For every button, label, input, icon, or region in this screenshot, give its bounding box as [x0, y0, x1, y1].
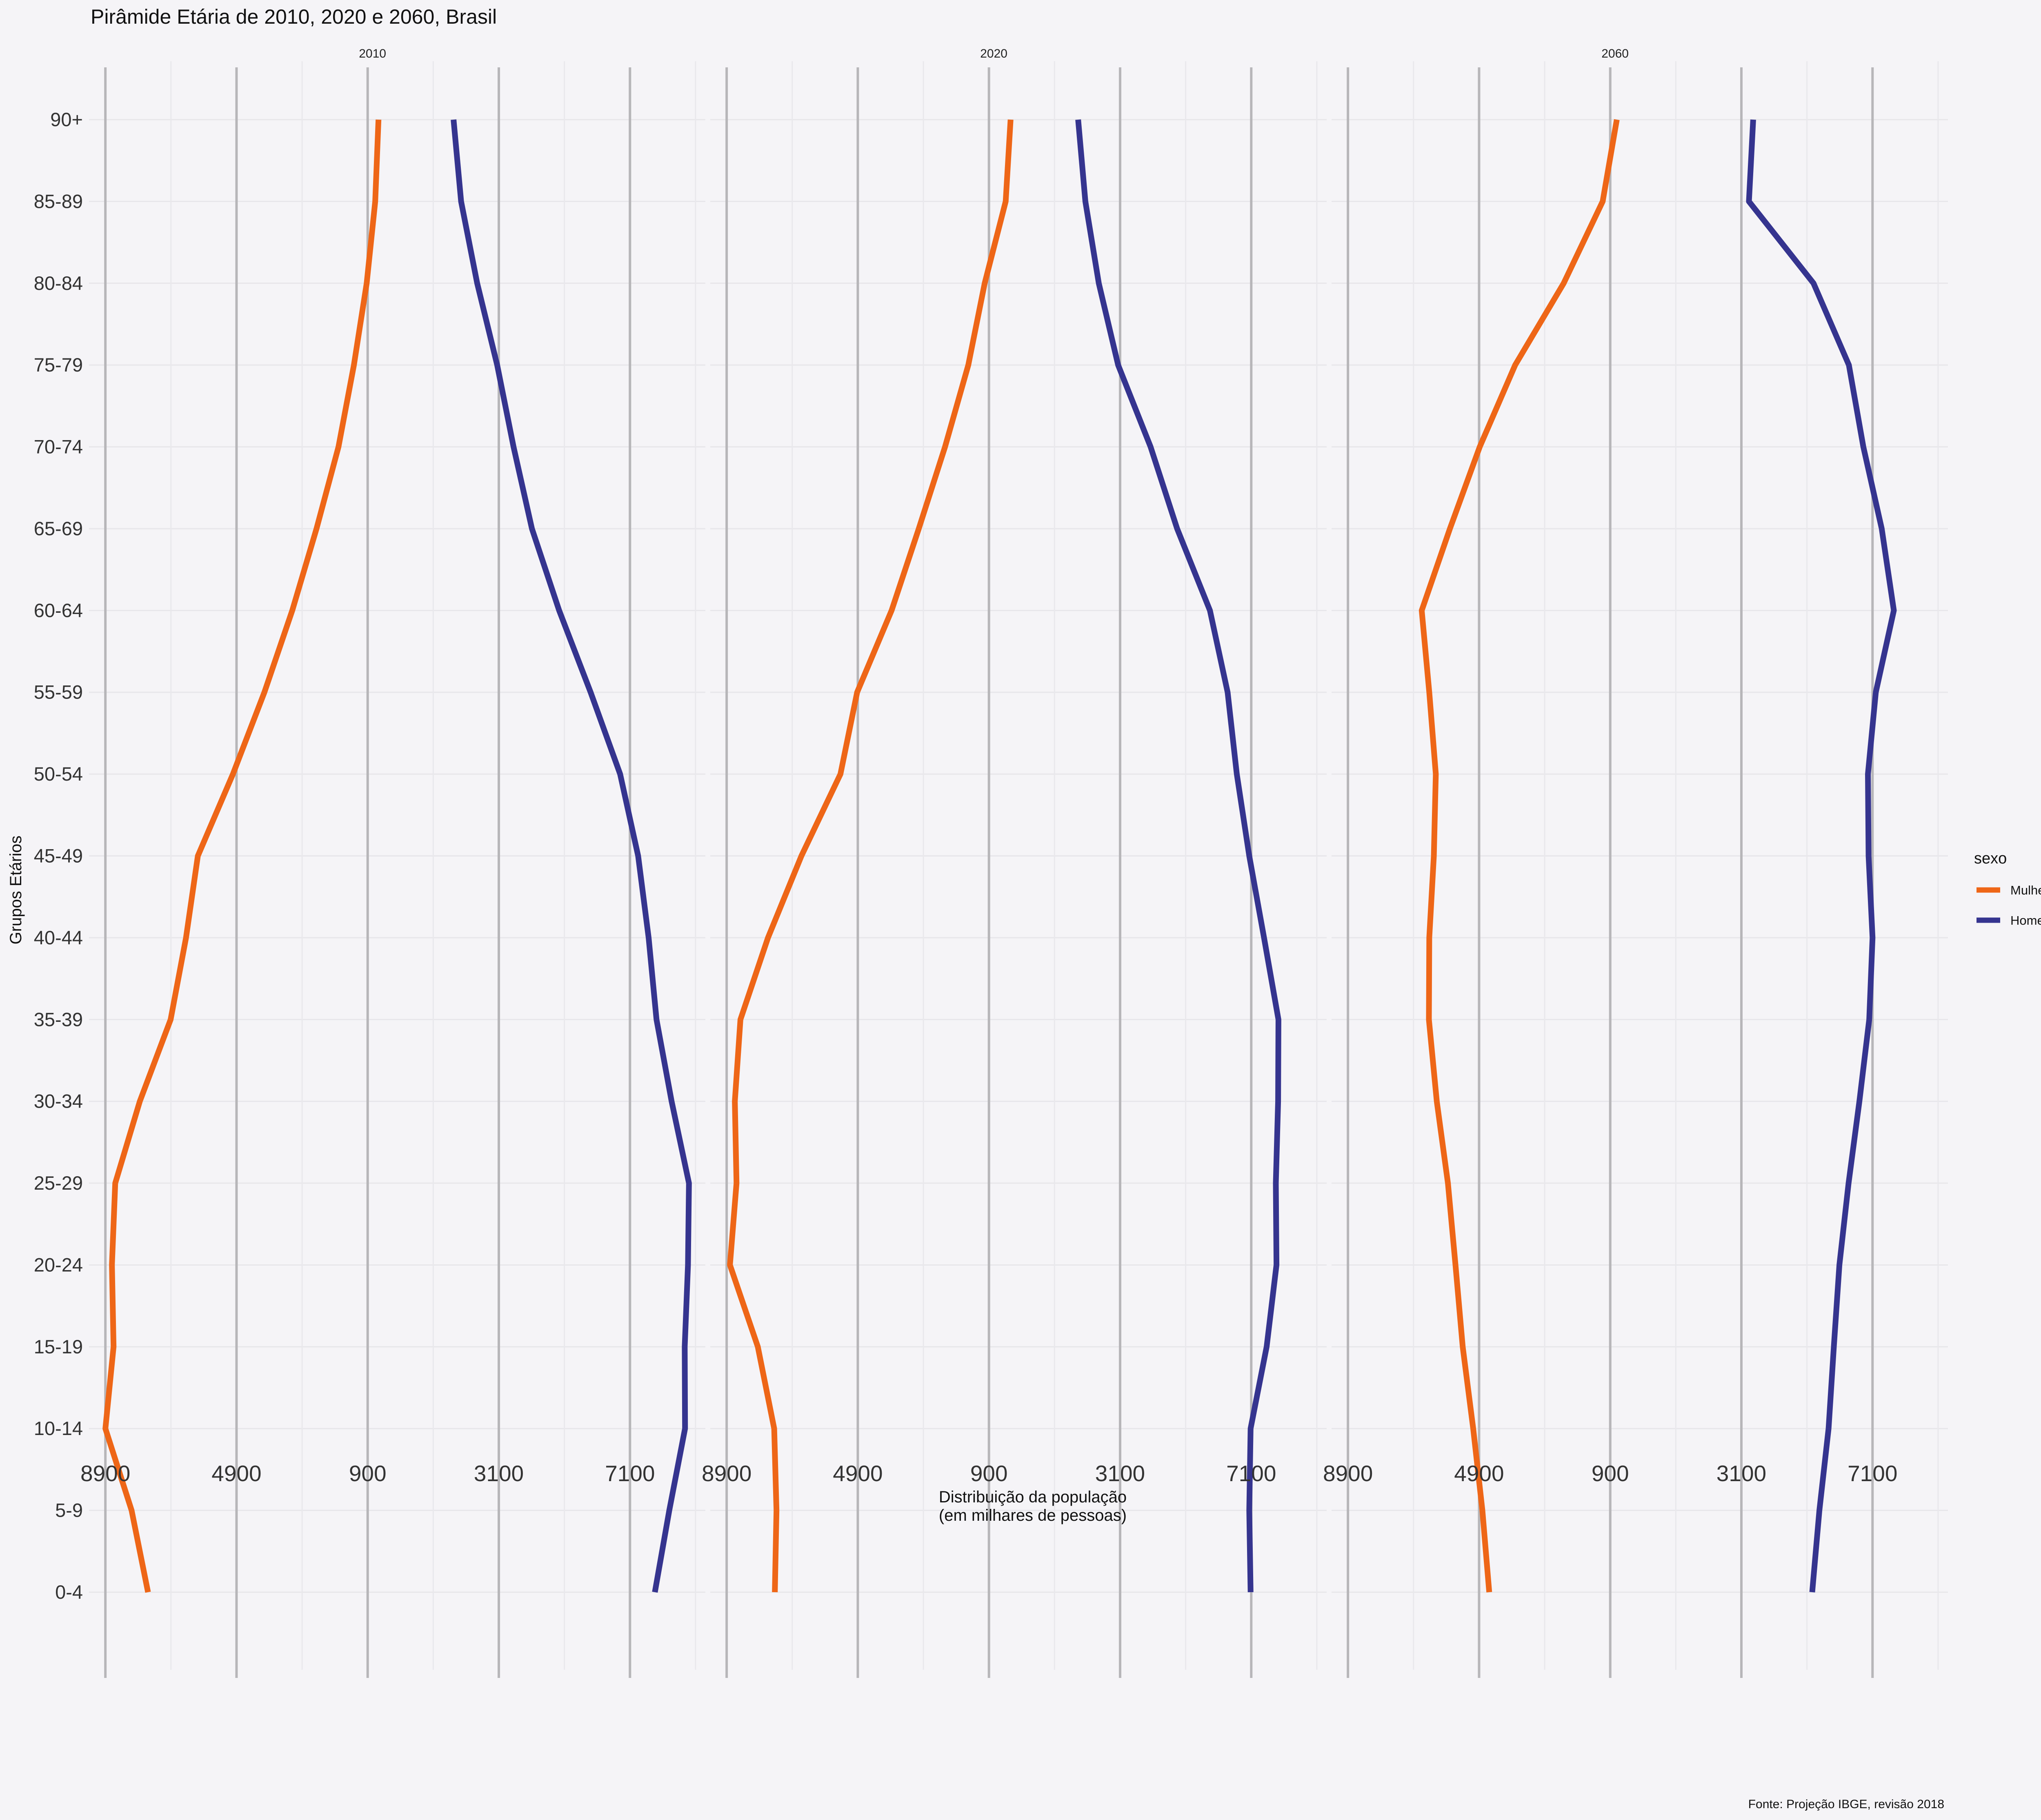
y-tick-label: 5-9: [55, 1500, 83, 1521]
x-tick-label: 4900: [1454, 1461, 1504, 1486]
series-line-mulheres-2010: [102, 119, 382, 1593]
y-tick-label: 70-74: [34, 436, 83, 458]
x-tick-label: 900: [1592, 1461, 1629, 1486]
x-tick-label: 4900: [833, 1461, 883, 1486]
panel-strip-label: 2020: [980, 47, 1007, 60]
x-tick-label: 3100: [1095, 1461, 1145, 1486]
y-tick-label: 25-29: [34, 1172, 83, 1194]
y-tick-label: 30-34: [34, 1090, 83, 1112]
y-tick-label: 60-64: [34, 599, 83, 621]
series-line-homens-2020: [1075, 119, 1281, 1593]
legend-label-mulheres: Mulheres: [2010, 883, 2041, 897]
x-tick-label: 7100: [1848, 1461, 1897, 1486]
panel-2010: 2010: [89, 47, 705, 1678]
y-tick-label: 55-59: [34, 681, 83, 703]
legend-label-homens: Homens: [2010, 913, 2041, 928]
panel-strip-label: 2060: [1601, 47, 1629, 60]
y-tick-label: 40-44: [34, 927, 83, 948]
x-tick-label: 7100: [605, 1461, 655, 1486]
x-axis-title-line-2: (em milhares de pessoas): [939, 1506, 1127, 1524]
axis-labels: 8900 4900 900 3100 7100 8900 4900 900 3100 7100 89…: [34, 109, 1898, 1603]
x-tick-label: 900: [349, 1461, 387, 1486]
y-tick-label: 0-4: [55, 1581, 83, 1603]
panel-2060: 2060: [1332, 47, 1948, 1678]
series-line-homens-2010: [451, 119, 692, 1593]
x-axis-title-line-1: Distribuição da população: [939, 1488, 1127, 1506]
x-tick-label: 8900: [80, 1461, 130, 1486]
x-tick-label: 8900: [702, 1461, 751, 1486]
panel-strip-label: 2010: [359, 47, 386, 60]
y-tick-label: 80-84: [34, 272, 83, 294]
series-line-mulheres-2020: [727, 119, 1014, 1593]
series-line-homens-2060: [1746, 119, 1897, 1593]
y-tick-label: 20-24: [34, 1254, 83, 1275]
y-tick-label: 85-89: [34, 190, 83, 212]
x-tick-label: 3100: [474, 1461, 524, 1486]
x-tick-label: 8900: [1323, 1461, 1373, 1486]
y-tick-label: 15-19: [34, 1336, 83, 1357]
caption: Fonte: Projeção IBGE, revisão 2018: [1748, 1798, 1944, 1811]
y-tick-label: 35-39: [34, 1008, 83, 1030]
facet-panels: 2010 2020 2060: [89, 47, 1948, 1678]
x-tick-label: 3100: [1716, 1461, 1766, 1486]
y-tick-label: 50-54: [34, 763, 83, 785]
series-line-mulheres-2060: [1418, 119, 1620, 1593]
y-tick-label: 65-69: [34, 518, 83, 539]
y-tick-label: 10-14: [34, 1417, 83, 1439]
x-tick-label: 4900: [211, 1461, 261, 1486]
legend: sexo Mulheres Homens: [1974, 850, 2041, 928]
y-tick-label: 75-79: [34, 354, 83, 376]
panel-2020: 2020: [710, 47, 1327, 1678]
x-tick-label: 7100: [1226, 1461, 1276, 1486]
legend-title: sexo: [1974, 850, 2007, 867]
y-axis-title: Grupos Etários: [7, 836, 25, 945]
y-tick-label: 45-49: [34, 845, 83, 867]
x-tick-label: 900: [970, 1461, 1008, 1486]
y-tick-label: 90+: [50, 109, 83, 130]
chart-title: Pirâmide Etária de 2010, 2020 e 2060, Br…: [91, 5, 497, 28]
